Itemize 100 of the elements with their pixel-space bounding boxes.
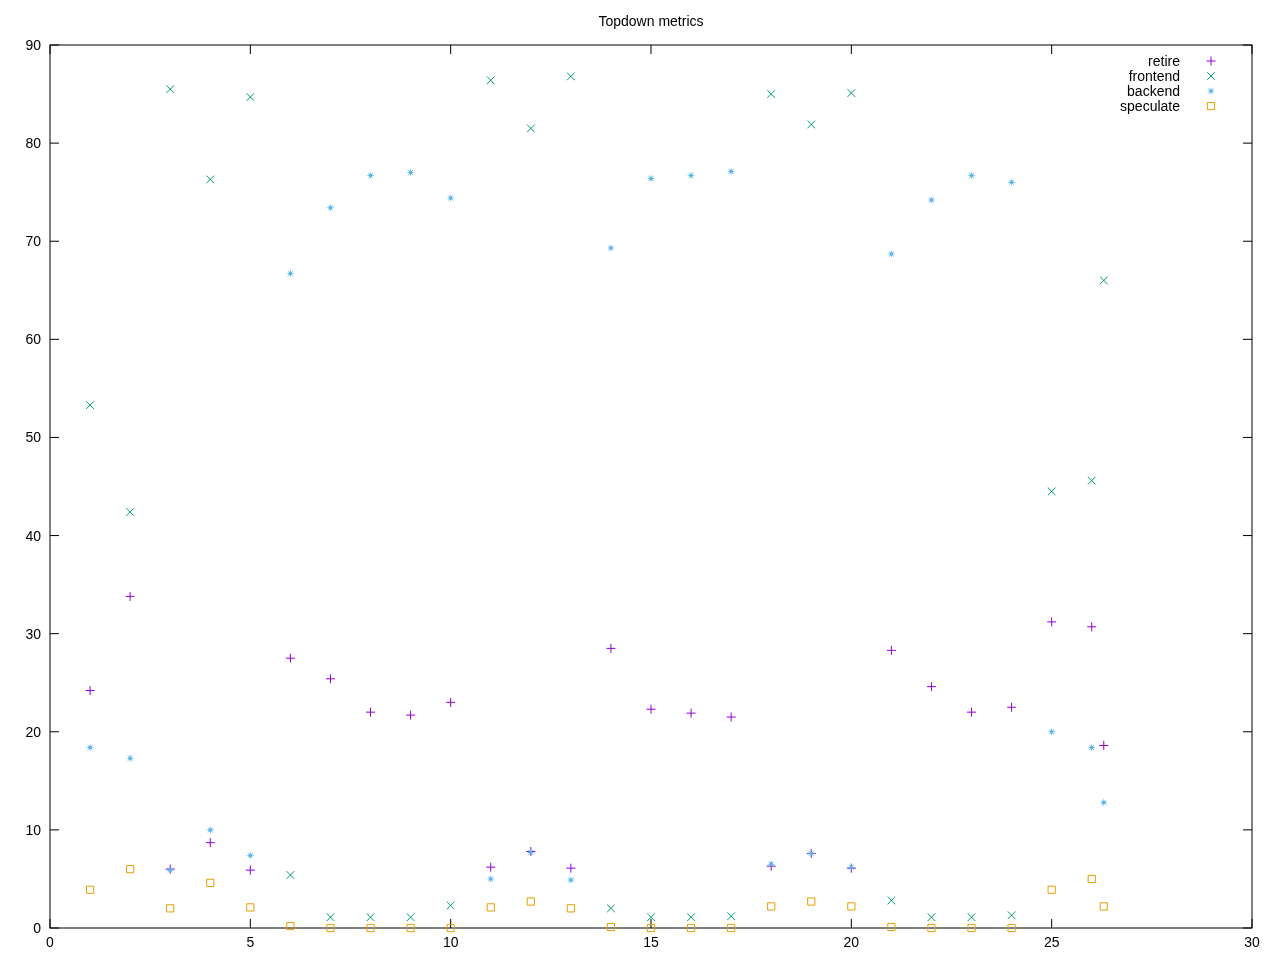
- point: [365, 707, 376, 718]
- point: [646, 912, 656, 922]
- y-tick-label: 10: [25, 821, 42, 838]
- point: [727, 923, 736, 933]
- point: [1099, 797, 1109, 807]
- y-tick-label: 80: [25, 135, 42, 152]
- point: [1099, 902, 1108, 911]
- point: [686, 912, 696, 922]
- point: [606, 922, 616, 932]
- point: [406, 912, 415, 922]
- point: [85, 885, 95, 894]
- point: [406, 923, 415, 933]
- point: [1047, 885, 1056, 894]
- point: [927, 923, 936, 933]
- legend-label: frontend: [1128, 68, 1180, 84]
- point: [887, 896, 896, 905]
- point: [205, 175, 215, 184]
- point: [726, 911, 736, 921]
- point: [886, 645, 897, 656]
- point: [646, 173, 656, 183]
- point: [406, 168, 416, 178]
- point: [686, 923, 696, 933]
- point: [767, 902, 776, 911]
- point: [1099, 276, 1109, 285]
- point: [967, 912, 976, 922]
- y-tick-label: 30: [25, 625, 42, 642]
- x-tick-label: 15: [643, 934, 659, 950]
- point: [1007, 910, 1016, 920]
- point: [246, 92, 255, 102]
- y-tick-label: 60: [25, 331, 42, 348]
- point: [246, 903, 255, 912]
- point: [366, 912, 375, 922]
- point: [806, 120, 816, 129]
- y-tick-label: 70: [25, 233, 42, 250]
- point: [1047, 487, 1056, 496]
- point: [245, 865, 256, 876]
- point: [565, 863, 576, 874]
- point: [405, 710, 416, 721]
- point: [526, 124, 536, 133]
- point: [326, 912, 335, 922]
- point: [446, 923, 455, 933]
- point: [726, 712, 737, 723]
- point: [686, 708, 697, 719]
- point: [927, 912, 936, 922]
- point: [1086, 621, 1097, 632]
- point: [1087, 476, 1097, 485]
- point: [285, 269, 295, 279]
- point: [526, 897, 535, 906]
- x-tick-label: 25: [1043, 934, 1060, 950]
- point: [566, 72, 576, 81]
- legend-label: backend: [1127, 83, 1180, 99]
- point: [1098, 740, 1109, 751]
- point: [1046, 616, 1057, 627]
- point: [726, 167, 736, 177]
- x-tick-label: 30: [1244, 934, 1260, 950]
- point: [646, 704, 656, 715]
- y-tick-label: 0: [33, 920, 42, 936]
- point: [887, 922, 896, 932]
- legend-label: retire: [1148, 53, 1181, 69]
- point: [1087, 742, 1097, 752]
- point: [847, 902, 856, 911]
- point: [326, 923, 335, 933]
- point: [967, 923, 976, 933]
- point: [286, 870, 295, 880]
- point: [807, 897, 816, 906]
- point: [646, 923, 656, 933]
- point: [566, 904, 575, 913]
- point: [485, 862, 496, 873]
- point: [766, 89, 776, 99]
- y-tick-label: 40: [25, 527, 42, 544]
- point: [1006, 702, 1017, 713]
- point: [125, 507, 135, 517]
- point: [486, 75, 496, 85]
- point: [125, 591, 136, 602]
- point: [446, 901, 455, 910]
- point: [486, 903, 495, 912]
- point: [967, 170, 977, 180]
- point: [205, 837, 216, 848]
- y-tick-label: 20: [25, 723, 42, 740]
- point: [166, 904, 175, 913]
- y-tick-label: 90: [25, 37, 42, 53]
- point: [126, 865, 135, 874]
- chart-title: Topdown metrics: [598, 13, 704, 29]
- point: [1007, 177, 1017, 187]
- point: [245, 850, 255, 860]
- point: [325, 673, 336, 684]
- point: [205, 825, 215, 835]
- point: [926, 681, 937, 692]
- point: [966, 707, 977, 718]
- point: [1007, 923, 1016, 933]
- x-tick-label: 0: [46, 934, 55, 950]
- point: [606, 904, 616, 913]
- point: [366, 923, 375, 933]
- legend-label: speculate: [1120, 98, 1181, 114]
- x-tick-label: 5: [246, 934, 255, 950]
- point: [85, 400, 95, 410]
- point: [1047, 727, 1057, 737]
- point: [165, 84, 175, 94]
- point: [445, 697, 456, 708]
- point: [85, 685, 96, 696]
